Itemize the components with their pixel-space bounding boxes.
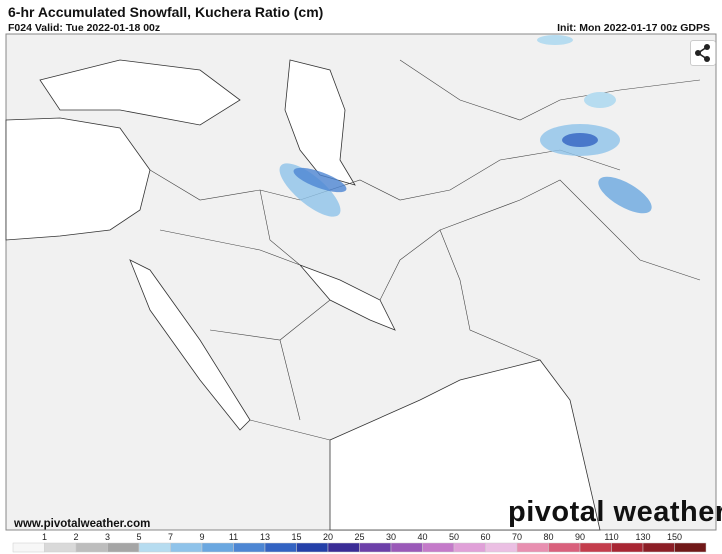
logo: pivotal weather [508,496,722,528]
legend-swatch [170,542,203,553]
legend-swatch [75,542,108,553]
legend-label: 150 [667,532,682,542]
legend-swatch [485,542,518,553]
legend-label: 7 [168,532,173,542]
legend-label: 20 [323,532,333,542]
legend-label: 11 [229,532,238,542]
legend-swatch [327,542,360,553]
valid-time: F024 Valid: Tue 2022-01-18 00z [8,22,161,34]
legend-label: 25 [354,532,364,542]
legend-swatch [674,542,707,553]
legend-label: 50 [449,532,459,542]
legend-swatch [359,542,392,553]
legend-swatch [44,542,77,553]
legend-swatch [390,542,423,553]
legend-label: 30 [386,532,396,542]
legend-swatch [138,542,171,553]
legend-swatch [422,542,455,553]
legend-swatch [611,542,644,553]
legend-label: 2 [73,532,78,542]
legend: 1 2 3 5 7 9 11 13 15 20 25 30 40 50 60 70 80 90 110 130 150 [12,532,707,553]
legend-label: 1 [42,532,47,542]
legend-label: 130 [635,532,650,542]
legend-label: 3 [105,532,110,542]
legend-swatch [201,542,234,553]
legend-swatch [516,542,549,553]
legend-label: 60 [480,532,490,542]
legend-swatch [233,542,266,553]
legend-swatch [107,542,140,553]
legend-swatch [548,542,581,553]
legend-label: 5 [136,532,141,542]
legend-label: 80 [543,532,553,542]
legend-swatch [642,542,675,553]
website: www.pivotalweather.com [14,518,151,530]
init-time: Init: Mon 2022-01-17 00z GDPS [557,22,710,34]
legend-swatch [296,542,329,553]
title: 6-hr Accumulated Snowfall, Kuchera Ratio… [8,4,324,20]
legend-label: 15 [291,532,301,542]
legend-label: 110 [604,532,618,542]
seas [5,59,601,531]
legend-swatch [12,542,45,553]
legend-label: 70 [512,532,522,542]
legend-label: 9 [199,532,204,542]
share-button[interactable] [690,40,716,66]
legend-label: 90 [575,532,585,542]
share-icon [695,44,710,62]
borders [149,59,701,441]
legend-label: 13 [260,532,270,542]
legend-swatch [453,542,486,553]
legend-swatch [264,542,297,553]
legend-label: 40 [417,532,427,542]
snow [279,35,652,217]
legend-swatch [579,542,612,553]
